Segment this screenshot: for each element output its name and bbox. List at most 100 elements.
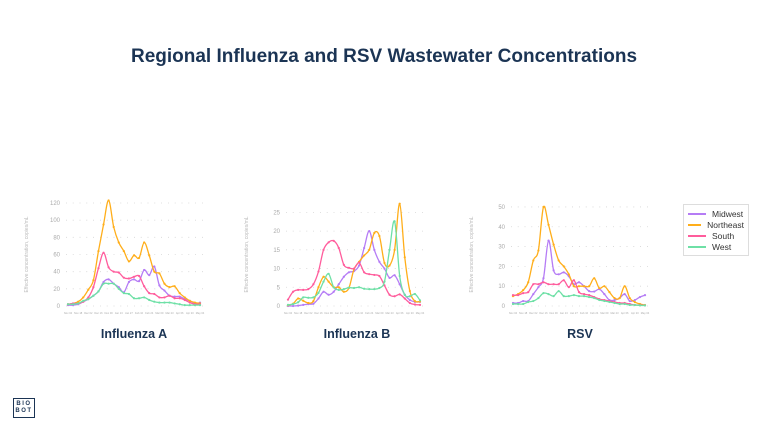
data-point-west — [87, 298, 90, 301]
data-point-midwest — [393, 274, 396, 277]
data-point-midwest — [153, 265, 156, 268]
data-point-west — [148, 298, 151, 302]
data-point-midwest — [178, 295, 181, 298]
data-point-midwest — [302, 303, 305, 306]
data-point-northeast — [102, 223, 105, 226]
legend-swatch — [688, 223, 702, 226]
data-point-midwest — [623, 293, 626, 296]
x-tick-label: Mar 23 — [610, 311, 619, 315]
data-point-northeast — [522, 289, 525, 292]
data-point-midwest — [603, 293, 606, 296]
data-point-west — [398, 274, 401, 278]
y-tick-label: 5 — [277, 285, 281, 291]
x-tick-label: Apr 06 — [396, 311, 404, 315]
data-point-south — [153, 292, 156, 296]
data-point-west — [153, 300, 156, 303]
data-point-west — [198, 304, 202, 307]
data-point-midwest — [173, 295, 176, 298]
data-point-west — [77, 302, 80, 305]
legend-label: West — [712, 241, 732, 252]
x-tick-label: Feb 10 — [580, 311, 589, 315]
data-point-northeast — [368, 248, 371, 251]
data-point-south — [327, 241, 330, 244]
data-point-northeast — [613, 296, 616, 300]
x-tick-label: Jan 27 — [125, 311, 133, 315]
data-point-northeast — [148, 254, 151, 257]
data-point-south — [408, 301, 411, 305]
data-point-northeast — [322, 275, 325, 278]
data-point-south — [178, 297, 181, 300]
data-point-south — [183, 298, 186, 302]
chart-influenza-b: Effective concentration, copies/mL 0 5 10 15… — [244, 202, 425, 315]
data-point-northeast — [327, 280, 330, 283]
data-point-south — [577, 291, 581, 294]
legend-item-west: West — [688, 241, 744, 252]
x-tick-label: Nov 04 — [284, 311, 293, 315]
y-tick-label: 15 — [273, 248, 280, 254]
data-point-northeast — [297, 297, 300, 300]
data-point-south — [92, 286, 95, 289]
data-point-west — [552, 294, 555, 298]
data-point-northeast — [77, 300, 80, 303]
data-point-northeast — [317, 286, 320, 289]
data-point-northeast — [153, 270, 156, 273]
x-tick-label: May 04 — [641, 311, 650, 315]
data-point-west — [393, 220, 396, 223]
chart-title-influenza-b: Influenza B — [323, 327, 391, 341]
data-point-west — [97, 290, 100, 293]
x-tick-label: Mar 09 — [155, 311, 164, 315]
data-point-northeast — [378, 234, 381, 238]
data-point-northeast — [342, 290, 345, 293]
x-tick-label: Nov 18 — [519, 311, 528, 315]
data-point-west — [562, 294, 565, 298]
data-point-midwest — [628, 299, 631, 303]
data-point-northeast — [537, 249, 540, 252]
data-point-west — [66, 303, 70, 306]
data-point-west — [286, 303, 290, 306]
data-point-midwest — [357, 264, 361, 267]
chart-title-influenza-a: Influenza A — [100, 327, 168, 341]
data-point-midwest — [398, 283, 401, 286]
x-tick-label: Apr 06 — [176, 311, 184, 315]
data-point-northeast — [107, 199, 110, 202]
data-point-west — [582, 294, 586, 298]
data-point-south — [188, 301, 191, 304]
x-tick-label: Apr 06 — [621, 311, 629, 315]
data-point-south — [413, 303, 417, 306]
data-point-south — [352, 267, 356, 270]
y-tick-label: 120 — [50, 201, 61, 207]
data-point-south — [286, 298, 290, 301]
data-point-south — [102, 251, 105, 254]
data-point-midwest — [137, 280, 141, 283]
data-point-south — [532, 283, 535, 286]
x-tick-label: Jan 27 — [570, 311, 578, 315]
data-point-midwest — [143, 268, 146, 272]
data-point-northeast — [603, 285, 606, 288]
x-tick-label: Jan 27 — [345, 311, 353, 315]
data-point-south — [582, 293, 586, 296]
data-point-northeast — [618, 296, 621, 300]
data-point-west — [322, 280, 325, 283]
data-point-south — [297, 288, 300, 291]
data-point-west — [137, 297, 141, 300]
data-point-west — [542, 292, 545, 295]
y-tick-label: 10 — [498, 284, 505, 290]
data-point-west — [102, 282, 105, 285]
data-point-south — [87, 296, 90, 299]
data-point-south — [143, 285, 146, 288]
data-point-south — [302, 288, 305, 291]
data-point-west — [71, 303, 75, 306]
data-point-midwest — [312, 302, 315, 305]
data-point-northeast — [598, 287, 601, 290]
data-point-midwest — [638, 295, 642, 299]
data-point-northeast — [577, 285, 581, 288]
legend-item-south: South — [688, 230, 744, 241]
data-point-northeast — [552, 243, 555, 246]
data-point-west — [643, 304, 647, 307]
data-point-northeast — [178, 292, 181, 295]
data-point-northeast — [582, 285, 586, 288]
data-point-midwest — [163, 289, 166, 292]
data-point-west — [347, 286, 351, 289]
x-tick-label: Feb 10 — [355, 311, 364, 315]
data-point-northeast — [388, 264, 391, 267]
